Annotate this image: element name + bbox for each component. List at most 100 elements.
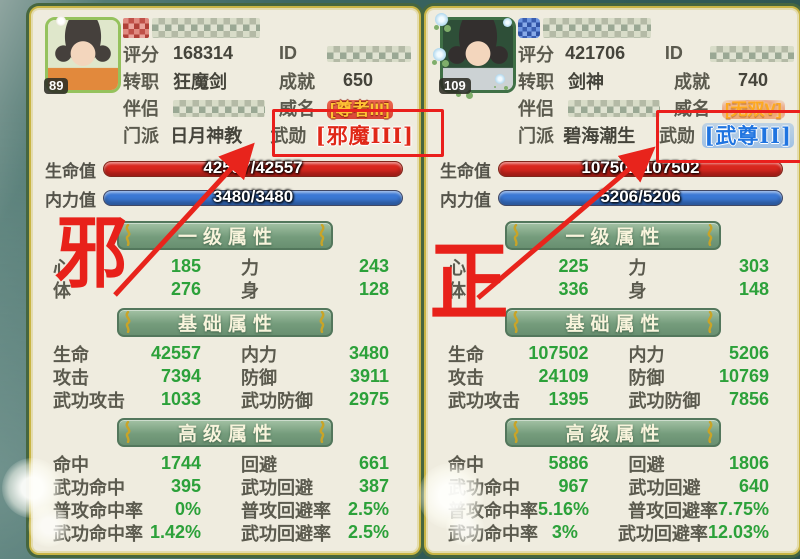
sect-value: 日月神教 (170, 125, 243, 146)
stat-label: 普攻回避率 (627, 500, 718, 521)
stat-value: 1395 (548, 389, 589, 409)
hp-label: 生命值 (45, 161, 96, 181)
stat-value: 148 (738, 279, 769, 299)
stat-label: 武功回避率 (617, 523, 708, 544)
partner-label: 伴侣 (123, 98, 159, 119)
stat-label: 身 (241, 280, 259, 301)
section-title: 基础属性 (177, 314, 278, 335)
stat-value: 7856 (728, 389, 769, 409)
level-badge: 109 (439, 78, 471, 94)
achieve-label: 成就 (279, 71, 315, 92)
stat-value: 128 (358, 279, 389, 299)
overlay-char-righteous: 正 (429, 233, 509, 333)
annotation-box-left-merit (272, 109, 444, 157)
stat-label: 防御 (628, 367, 665, 388)
stat-label: 攻击 (448, 367, 484, 388)
character-name-row (123, 15, 414, 40)
stat-label: 武功回避 (241, 477, 313, 498)
fame-label: 威名 (674, 98, 710, 119)
partner-redacted (568, 99, 660, 117)
banner-ornament-icon (513, 421, 518, 443)
resource-bars: 生命值 107502/107502 内力值 5206/5206 (440, 158, 783, 218)
stat-label: 生命 (448, 344, 484, 365)
stat-value: 3480 (348, 343, 389, 363)
banner-ornament-icon (513, 311, 518, 333)
stat-label: 武功防御 (241, 390, 313, 411)
stat-label: 体 (448, 280, 466, 301)
merit-label: 武勋 (270, 125, 307, 146)
score-value: 421706 (565, 43, 626, 63)
mp-label: 内力值 (440, 190, 491, 210)
class-label: 转职 (123, 71, 159, 92)
banner-ornament-icon (125, 421, 131, 443)
score-label: 评分 (123, 44, 159, 65)
stat-label: 攻击 (53, 367, 89, 388)
stat-label: 武功命中率 (448, 523, 538, 544)
stat-value: 1806 (728, 453, 769, 473)
section-title: 一级属性 (565, 227, 666, 248)
stat-value: 5.16% (538, 499, 590, 519)
section-banner-primary: 一级属性 (117, 221, 333, 250)
wreath-flower-icon (433, 48, 446, 61)
stat-label: 命中 (53, 454, 89, 475)
stat-value: 0% (174, 499, 201, 519)
annotation-box-right-merit (656, 110, 800, 163)
id-redacted (327, 46, 411, 63)
stat-value: 303 (738, 256, 769, 276)
fame-label: 威名 (279, 98, 315, 119)
stat-label: 身 (628, 280, 647, 301)
stat-value: 1744 (160, 453, 201, 473)
stat-value: 1.42% (149, 522, 201, 542)
avatar-right[interactable]: 109 (433, 13, 516, 94)
id-label: ID (664, 43, 683, 63)
class-label: 转职 (518, 71, 554, 92)
banner-ornament-icon (707, 224, 712, 246)
achieve-value: 740 (738, 70, 769, 90)
avatar-left[interactable]: 89 (44, 16, 121, 94)
stat-value: 2.5% (347, 499, 389, 519)
score-label: 评分 (518, 44, 554, 65)
banner-ornament-icon (707, 421, 712, 443)
achieve-label: 成就 (674, 71, 710, 92)
banner-ornament-icon (319, 311, 325, 333)
hp-bar: 107502/107502 (498, 158, 783, 177)
section-title: 基础属性 (565, 314, 666, 335)
stat-label: 武功攻击 (53, 390, 125, 411)
character-name-redacted (152, 17, 260, 38)
stat-label: 体 (53, 280, 71, 301)
mp-value: 3480/3480 (212, 187, 294, 206)
partner-label: 伴侣 (518, 98, 554, 119)
wreath-flower-icon (503, 18, 512, 27)
sect-label: 门派 (123, 125, 159, 146)
section-title: 一级属性 (177, 227, 278, 248)
score-value: 168314 (173, 43, 234, 63)
mp-bar: 5206/5206 (498, 187, 783, 206)
merit-badge[interactable]: [武尊II] (702, 122, 794, 148)
merit-badge[interactable]: [邪魔III] (315, 122, 414, 148)
stat-value: 2975 (348, 389, 389, 409)
sect-value: 碧海潮生 (563, 125, 636, 146)
banner-ornament-icon (707, 311, 712, 333)
mp-label: 内力值 (45, 190, 96, 210)
stat-value: 387 (358, 476, 389, 496)
mp-bar: 3480/3480 (103, 187, 403, 206)
header-info-left: 评分 168314 ID 转职 狂魔剑 成就 650 伴侣 威名 [尊者III]… (123, 15, 414, 148)
merit-label: 武勋 (659, 125, 696, 146)
stat-label: 生命 (53, 344, 89, 365)
stat-label: 回避 (241, 454, 277, 475)
id-label: ID (279, 43, 297, 63)
level-badge: 89 (44, 78, 69, 94)
name-prefix-icon (518, 17, 540, 38)
stat-label: 武功回避 (628, 477, 701, 498)
banner-ornament-icon (125, 311, 131, 333)
stat-value: 967 (558, 476, 589, 496)
banner-ornament-icon (319, 421, 325, 443)
stat-label: 普攻命中率 (53, 500, 143, 521)
stat-value: 7394 (160, 366, 201, 386)
id-redacted (710, 46, 794, 63)
stat-value: 640 (738, 476, 769, 496)
section-banner-base: 基础属性 (504, 308, 721, 337)
name-prefix-icon (123, 17, 149, 38)
fame-badge[interactable]: [无双V] (722, 100, 785, 119)
hp-label: 生命值 (440, 161, 491, 181)
